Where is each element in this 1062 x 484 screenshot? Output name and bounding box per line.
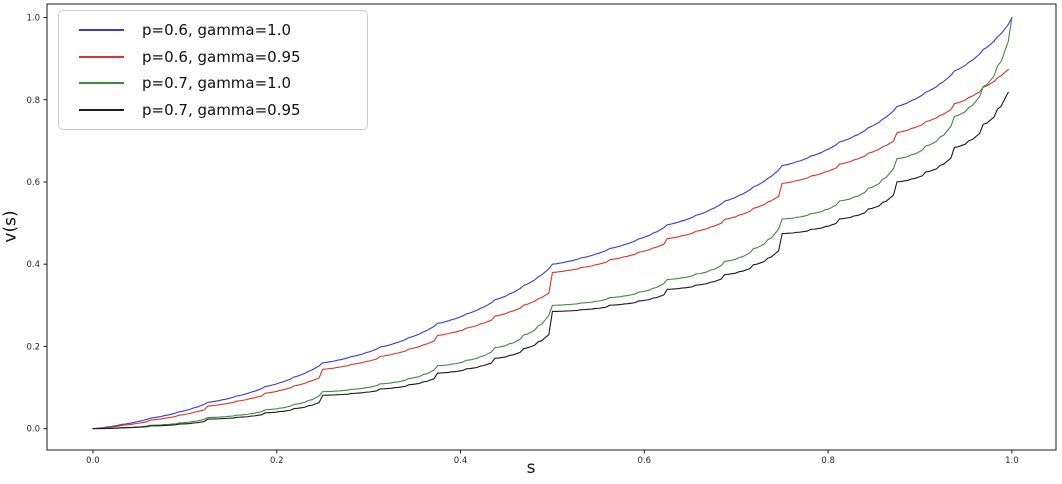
- x-tick-label: 0.8: [821, 456, 835, 466]
- y-tick-label: 0.2: [26, 342, 40, 352]
- x-tick-label: 0.6: [638, 456, 652, 466]
- y-tick-label: 1.0: [26, 14, 40, 24]
- x-tick-label: 0.4: [454, 456, 468, 466]
- legend-label: p=0.7, gamma=0.95: [142, 100, 301, 119]
- x-tick-label: 0.0: [86, 456, 100, 466]
- y-tick-label: 0.8: [26, 96, 40, 106]
- legend-line-sample: [79, 82, 124, 85]
- series-line-2: [92, 17, 1013, 430]
- legend-label: p=0.6, gamma=0.95: [142, 47, 301, 66]
- legend-item-3: p=0.7, gamma=0.95: [69, 101, 357, 119]
- legend-label: p=0.7, gamma=1.0: [142, 74, 292, 93]
- legend-item-0: p=0.6, gamma=1.0: [69, 21, 357, 39]
- legend-item-2: p=0.7, gamma=1.0: [69, 74, 357, 92]
- legend-item-1: p=0.6, gamma=0.95: [69, 48, 357, 66]
- series-line-3: [92, 91, 1009, 430]
- legend-line-sample: [79, 108, 124, 111]
- y-axis-label: v(s): [0, 210, 21, 243]
- legend-label: p=0.6, gamma=1.0: [142, 21, 292, 40]
- x-tick-label: 0.2: [270, 456, 284, 466]
- legend-line-sample: [79, 55, 124, 58]
- series-line-0: [92, 17, 1013, 430]
- y-tick-label: 0.4: [26, 260, 40, 270]
- series-line-1: [92, 68, 1009, 430]
- legend: p=0.6, gamma=1.0 p=0.6, gamma=0.95 p=0.7, …: [58, 10, 368, 130]
- axes-box: [46, 3, 1057, 451]
- y-tick-label: 0.6: [26, 178, 40, 188]
- legend-line-sample: [79, 29, 124, 32]
- x-axis-label: s: [526, 458, 536, 478]
- y-tick-label: 0.0: [26, 425, 40, 435]
- x-tick-label: 1.0: [1005, 456, 1019, 466]
